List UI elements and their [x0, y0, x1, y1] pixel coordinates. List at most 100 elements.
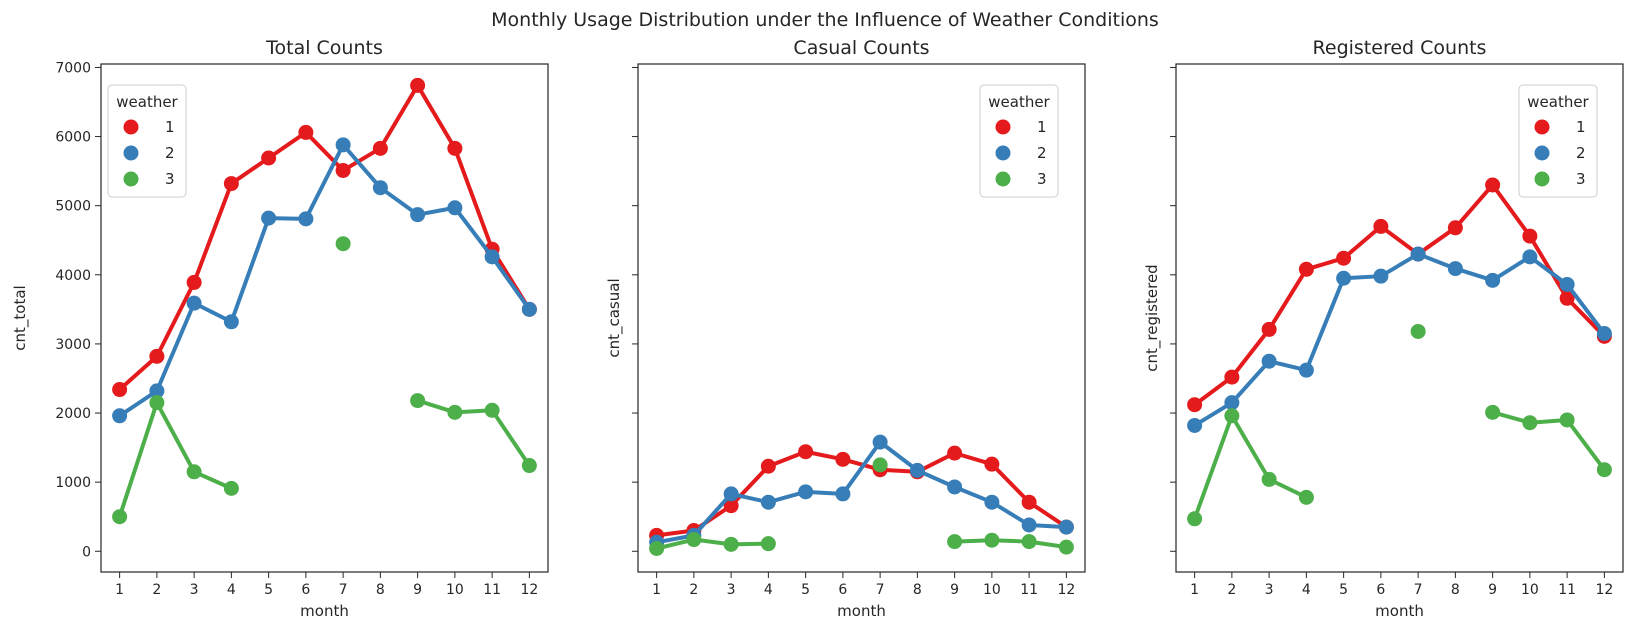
- series-line-weather-2: [1193, 252, 1606, 428]
- x-tick-label: 7: [339, 582, 348, 598]
- legend: weather 1 2 3: [979, 84, 1059, 198]
- point-weather-1-month-11: [1559, 290, 1575, 306]
- x-tick-label: 8: [913, 582, 922, 598]
- point-weather-3-month-3: [186, 464, 202, 480]
- legend: weather 1 2 3: [107, 84, 187, 198]
- point-weather-2-month-12: [521, 301, 537, 317]
- legend-marker-weather-3: [123, 171, 139, 187]
- point-weather-3-month-9: [947, 534, 963, 550]
- x-tick-label: 10: [1521, 582, 1539, 598]
- point-weather-2-month-10: [1522, 249, 1538, 265]
- point-weather-3-month-7: [872, 457, 888, 473]
- legend-box: [107, 84, 187, 198]
- point-weather-3-month-4: [1298, 489, 1314, 505]
- point-weather-3-month-1: [1187, 511, 1203, 527]
- point-weather-2-month-8: [1447, 261, 1463, 277]
- x-tick-label: 1: [115, 582, 124, 598]
- point-weather-2-month-9: [410, 207, 426, 223]
- x-tick-label: 9: [413, 582, 422, 598]
- x-tick-label: 1: [652, 582, 661, 598]
- legend-label-weather-2: 2: [1037, 144, 1047, 162]
- point-weather-2-month-6: [835, 486, 851, 502]
- panel-title: Casual Counts: [793, 37, 929, 59]
- point-weather-2-month-6: [298, 211, 314, 227]
- series-line-weather-3: [656, 537, 769, 551]
- point-weather-1-month-4: [223, 176, 239, 192]
- point-weather-2-month-3: [186, 295, 202, 311]
- legend-label-weather-1: 1: [1576, 118, 1586, 136]
- point-weather-1-month-7: [335, 162, 351, 178]
- y-tick-label: 6000: [55, 130, 91, 146]
- figure-title: Monthly Usage Distribution under the Inf…: [491, 9, 1159, 31]
- legend-label-weather-3: 3: [165, 170, 175, 188]
- point-weather-2-month-12: [1596, 326, 1612, 342]
- point-weather-1-month-11: [1021, 494, 1037, 510]
- point-weather-2-month-6: [1373, 268, 1389, 284]
- point-weather-2-month-12: [1058, 519, 1074, 535]
- x-tick-label: 2: [1227, 582, 1236, 598]
- legend-title: weather: [988, 93, 1050, 111]
- point-weather-2-month-8: [909, 462, 925, 478]
- point-weather-3-month-1: [112, 509, 128, 525]
- series-line-weather-1: [118, 83, 532, 392]
- legend-box: [979, 84, 1059, 198]
- legend: weather 1 2 3: [1518, 84, 1598, 198]
- x-tick-label: 5: [1339, 582, 1348, 598]
- series-line-weather-3: [1492, 410, 1606, 471]
- x-axis-label: month: [837, 602, 886, 620]
- point-weather-3-month-11: [1559, 412, 1575, 428]
- x-tick-label: 4: [1302, 582, 1311, 598]
- point-weather-2-month-3: [1261, 353, 1277, 369]
- x-axis-label: month: [1375, 602, 1424, 620]
- point-weather-1-month-3: [186, 274, 202, 290]
- x-tick-label: 3: [727, 582, 736, 598]
- x-tick-label: 6: [838, 582, 847, 598]
- legend-marker-weather-1: [123, 119, 139, 135]
- legend-marker-weather-3: [1534, 171, 1550, 187]
- point-weather-3-month-12: [1058, 539, 1074, 555]
- point-weather-2-month-7: [1410, 246, 1426, 262]
- point-weather-3-month-1: [649, 541, 665, 557]
- point-weather-1-month-4: [1298, 261, 1314, 277]
- point-weather-2-month-11: [1559, 276, 1575, 292]
- x-tick-label: 11: [483, 582, 501, 598]
- point-weather-1-month-8: [1447, 220, 1463, 236]
- point-weather-1-month-6: [1373, 218, 1389, 234]
- point-weather-3-month-3: [723, 536, 739, 552]
- point-weather-3-month-9: [410, 393, 426, 409]
- point-weather-1-month-10: [1522, 228, 1538, 244]
- series-line-weather-3: [417, 398, 532, 467]
- x-tick-label: 8: [1451, 582, 1460, 598]
- point-weather-2-month-5: [1336, 270, 1352, 286]
- point-weather-3-month-2: [149, 395, 165, 411]
- axes-frame: [1175, 63, 1624, 573]
- point-weather-1-month-2: [149, 348, 165, 364]
- legend-marker-weather-2: [123, 145, 139, 161]
- x-tick-label: 5: [264, 582, 273, 598]
- axes-frame: [100, 63, 549, 573]
- point-weather-3-month-7: [1410, 323, 1426, 339]
- x-tick-label: 2: [689, 582, 698, 598]
- y-axis-label: cnt_casual: [605, 278, 624, 357]
- panel-total-counts: Total Counts 0 1000 2000 3000 4000 5000 6000 700…: [11, 37, 549, 620]
- series-line-weather-3: [954, 538, 1067, 550]
- series-line-weather-3: [117, 400, 233, 518]
- point-weather-1-month-5: [1336, 250, 1352, 266]
- point-weather-1-month-9: [947, 445, 963, 461]
- point-weather-2-month-11: [484, 249, 500, 265]
- point-weather-1-month-5: [798, 444, 814, 460]
- legend-title: weather: [116, 93, 178, 111]
- point-weather-3-month-2: [1224, 408, 1240, 424]
- legend-label-weather-2: 2: [1576, 144, 1586, 162]
- x-tick-label: 1: [1190, 582, 1199, 598]
- point-weather-3-month-10: [447, 404, 463, 420]
- point-weather-1-month-9: [1485, 177, 1501, 193]
- x-tick-label: 12: [520, 582, 538, 598]
- x-tick-label: 11: [1020, 582, 1038, 598]
- point-weather-2-month-1: [1187, 417, 1203, 433]
- x-tick-label: 9: [950, 582, 959, 598]
- x-tick-label: 7: [876, 582, 885, 598]
- point-weather-1-month-9: [410, 77, 426, 93]
